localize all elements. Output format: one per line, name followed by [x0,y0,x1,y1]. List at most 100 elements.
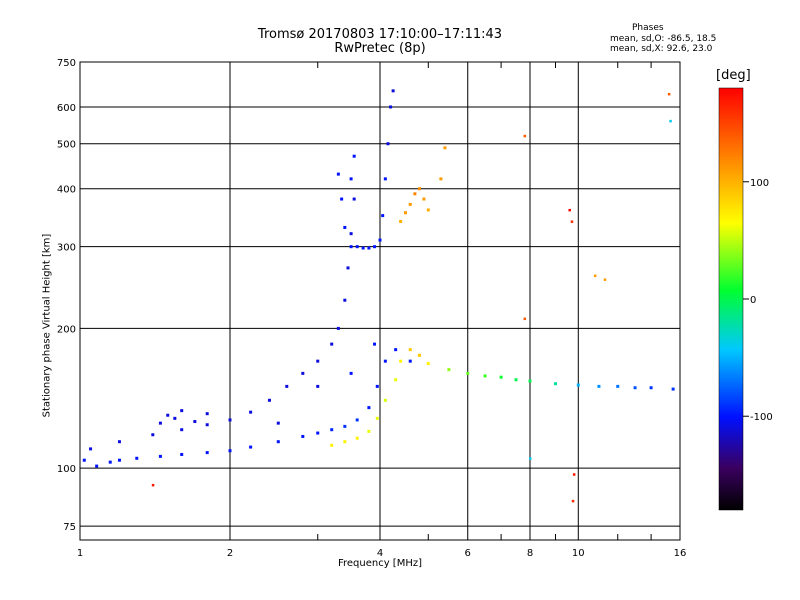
scatter-point [158,421,162,425]
data-points [82,89,675,503]
scatter-point [158,454,162,458]
scatter-point [355,436,359,440]
scatter-point [346,266,350,270]
scatter-point [443,146,447,150]
scatter-point [616,384,620,388]
scatter-point [483,374,487,378]
scatter-point [180,452,184,456]
scatter-point [343,225,347,229]
scatter-point [330,342,334,346]
scatter-point [399,359,403,363]
scatter-point [671,387,675,391]
y-tick-label: 75 [63,522,76,533]
scatter-point [383,398,387,402]
scatter-point [316,384,320,388]
x-tick-label: 16 [674,548,687,559]
scatter-point [276,421,280,425]
scatter-point [597,384,601,388]
scatter-point [352,197,356,201]
scatter-point [166,413,170,417]
colorbar-tick-label: 100 [750,178,769,189]
scatter-point [383,359,387,363]
scatter-point [373,245,377,249]
scatter-point [367,246,371,250]
scatter-point [249,445,253,449]
scatter-point [180,428,184,432]
scatter-point [285,384,289,388]
scatter-point [205,423,209,427]
scatter-point [381,214,385,218]
scatter-point [576,383,580,387]
scatter-point [336,326,340,330]
scatter-point-isolated [667,92,671,96]
scatter-point-isolated [523,317,527,321]
scatter-point [352,154,356,158]
scatter-point [408,202,412,206]
scatter-point [82,458,86,462]
scatter-point [205,412,209,416]
scatter-point [89,447,93,451]
scatter-point [173,416,177,420]
scatter-point [499,375,503,379]
scatter-point [316,431,320,435]
scatter-point [276,440,280,444]
scatter-point [301,371,305,375]
y-tick-label: 100 [57,464,76,475]
scatter-point [426,362,430,366]
x-tick-label: 4 [377,548,383,559]
scatter-point [361,246,365,250]
scatter-point [343,424,347,428]
scatter-point [633,386,637,390]
scatter-point [349,177,353,181]
scatter-point [95,464,99,468]
chart-subtitle: RwPretec (8p) [334,41,426,56]
scatter-point [408,348,412,352]
scatter-point [180,409,184,413]
scatter-point [408,359,412,363]
scatter-point [553,382,557,386]
scatter-point [340,197,344,201]
x-ticks: 1 2 4 6 8 10 16 [77,62,687,559]
scatter-point [355,418,359,422]
scatter-point [349,371,353,375]
scatter-point [367,429,371,433]
scatter-point [330,428,334,432]
scatter-point [228,449,232,453]
y-tick-label: 300 [57,243,76,254]
scatter-point-isolated [572,473,576,476]
x-tick-label: 8 [527,548,533,559]
y-tick-label: 400 [57,185,76,196]
scatter-point [399,219,403,223]
scatter-point [193,420,197,424]
scatter-point-isolated [151,483,155,487]
scatter-point [316,359,320,363]
scatter-point [375,416,379,420]
scatter-point [514,378,518,382]
stats-o-mode: mean, sd,O: -86.5, 18.5 [610,34,717,44]
plot-frame [79,61,681,541]
scatter-point [466,371,470,375]
scatter-point-isolated [570,220,574,223]
scatter-point [373,342,377,346]
colorbar-ticks: 100 0 -100 [743,178,773,423]
scatter-point [649,386,653,390]
y-tick-label: 750 [57,58,76,69]
scatter-point [343,298,347,302]
scatter-point [528,379,532,383]
scatter-point [367,406,371,410]
x-tick-label: 2 [227,548,233,559]
scatter-point [426,208,430,212]
scatter-point [108,460,112,464]
scatter-point [205,451,209,455]
scatter-point [417,187,421,191]
scatter-point [330,443,334,447]
scatter-point [349,245,353,249]
scatter-point-isolated [529,457,532,460]
scatter-point [267,398,271,402]
scatter-point [117,458,121,462]
colorbar-unit: [deg] [716,68,751,83]
scatter-point [135,456,139,460]
stats-x-mode: mean, sd,X: 92.6, 23.0 [610,44,713,54]
scatter-point-isolated [568,208,571,212]
